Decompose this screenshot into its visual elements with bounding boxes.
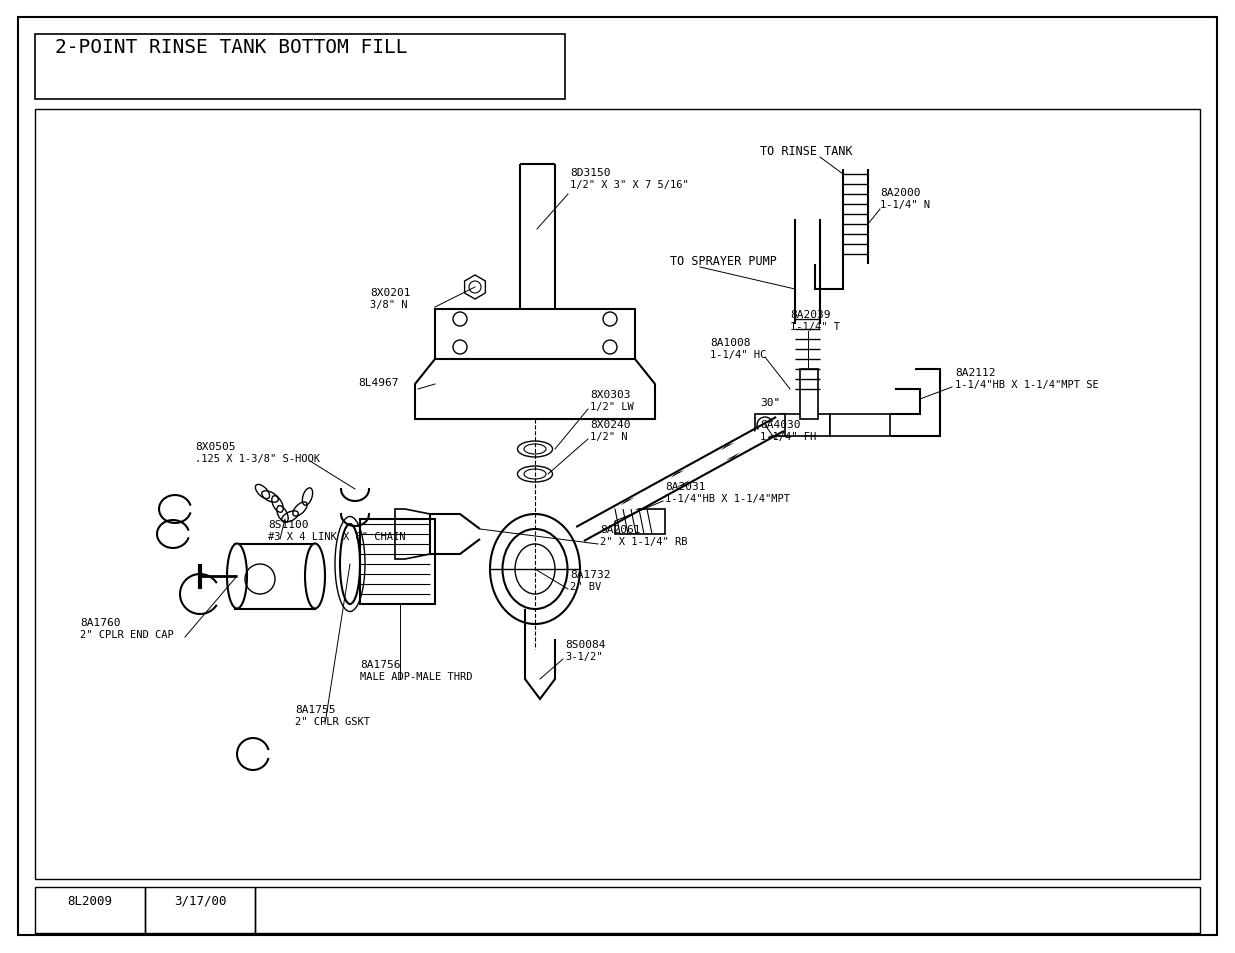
Text: 8S0084: 8S0084 xyxy=(564,639,605,649)
Text: 1/2" X 3" X 7 5/16": 1/2" X 3" X 7 5/16" xyxy=(571,180,689,190)
Text: 1-1/4"HB X 1-1/4"MPT SE: 1-1/4"HB X 1-1/4"MPT SE xyxy=(955,379,1099,390)
Text: 3/17/00: 3/17/00 xyxy=(174,894,226,907)
Text: MALE ADP-MALE THRD: MALE ADP-MALE THRD xyxy=(359,671,473,681)
Bar xyxy=(781,415,830,436)
Text: 1-1/4" T: 1-1/4" T xyxy=(790,322,840,332)
Text: 8A1760: 8A1760 xyxy=(80,618,121,627)
Ellipse shape xyxy=(305,544,325,609)
Text: 8X0303: 8X0303 xyxy=(590,390,631,399)
Bar xyxy=(35,887,144,933)
Text: 8A2061: 8A2061 xyxy=(600,524,641,535)
Text: 8L2009: 8L2009 xyxy=(68,894,112,907)
Bar xyxy=(830,415,890,436)
Text: 1/2" LW: 1/2" LW xyxy=(590,401,634,412)
Text: 8A1732: 8A1732 xyxy=(571,569,610,579)
Text: 1/2" N: 1/2" N xyxy=(590,432,627,441)
Text: 3-1/2": 3-1/2" xyxy=(564,651,603,661)
Ellipse shape xyxy=(227,544,247,609)
Text: 1-1/4"HB X 1-1/4"MPT: 1-1/4"HB X 1-1/4"MPT xyxy=(664,494,790,503)
Text: TO RINSE TANK: TO RINSE TANK xyxy=(760,145,852,158)
Bar xyxy=(800,370,818,419)
Bar xyxy=(435,310,635,359)
Text: 8X0505: 8X0505 xyxy=(195,441,236,452)
Text: 1-1/4" HC: 1-1/4" HC xyxy=(710,350,766,359)
Bar xyxy=(254,887,1200,933)
Bar xyxy=(755,415,785,436)
Bar xyxy=(144,887,254,933)
Text: 8A2031: 8A2031 xyxy=(664,481,705,492)
Bar xyxy=(615,510,664,535)
Text: 2-POINT RINSE TANK BOTTOM FILL: 2-POINT RINSE TANK BOTTOM FILL xyxy=(56,38,408,57)
Text: 2" CPLR GSKT: 2" CPLR GSKT xyxy=(295,717,370,726)
Bar xyxy=(235,544,315,609)
Text: 8A1756: 8A1756 xyxy=(359,659,400,669)
Text: 8X0240: 8X0240 xyxy=(590,419,631,430)
Bar xyxy=(35,35,564,100)
Text: #3 X 4 LINK X 6" CHAIN: #3 X 4 LINK X 6" CHAIN xyxy=(268,532,405,541)
Text: 30": 30" xyxy=(760,397,781,408)
Text: 8A1008: 8A1008 xyxy=(710,337,751,348)
Text: 2" X 1-1/4" RB: 2" X 1-1/4" RB xyxy=(600,537,688,546)
Text: 8A2000: 8A2000 xyxy=(881,188,920,198)
Text: .125 X 1-3/8" S-HOOK: .125 X 1-3/8" S-HOOK xyxy=(195,454,320,463)
Text: 8D3150: 8D3150 xyxy=(571,168,610,178)
Bar xyxy=(35,110,1200,879)
Text: 8A2039: 8A2039 xyxy=(790,310,830,319)
Text: TO SPRAYER PUMP: TO SPRAYER PUMP xyxy=(671,254,777,268)
Text: 2" BV: 2" BV xyxy=(571,581,601,592)
Text: 1-1/4" FH: 1-1/4" FH xyxy=(760,432,816,441)
Text: 2" CPLR END CAP: 2" CPLR END CAP xyxy=(80,629,174,639)
Text: 1-1/4" N: 1-1/4" N xyxy=(881,200,930,210)
Bar xyxy=(359,519,435,604)
Text: 8A4030: 8A4030 xyxy=(760,419,800,430)
Text: 8X0201: 8X0201 xyxy=(370,288,410,297)
Text: 8S1100: 8S1100 xyxy=(268,519,309,530)
Text: 8L4967: 8L4967 xyxy=(358,377,399,388)
Text: 3/8" N: 3/8" N xyxy=(370,299,408,310)
Text: 8A2112: 8A2112 xyxy=(955,368,995,377)
Text: 8A1755: 8A1755 xyxy=(295,704,336,714)
